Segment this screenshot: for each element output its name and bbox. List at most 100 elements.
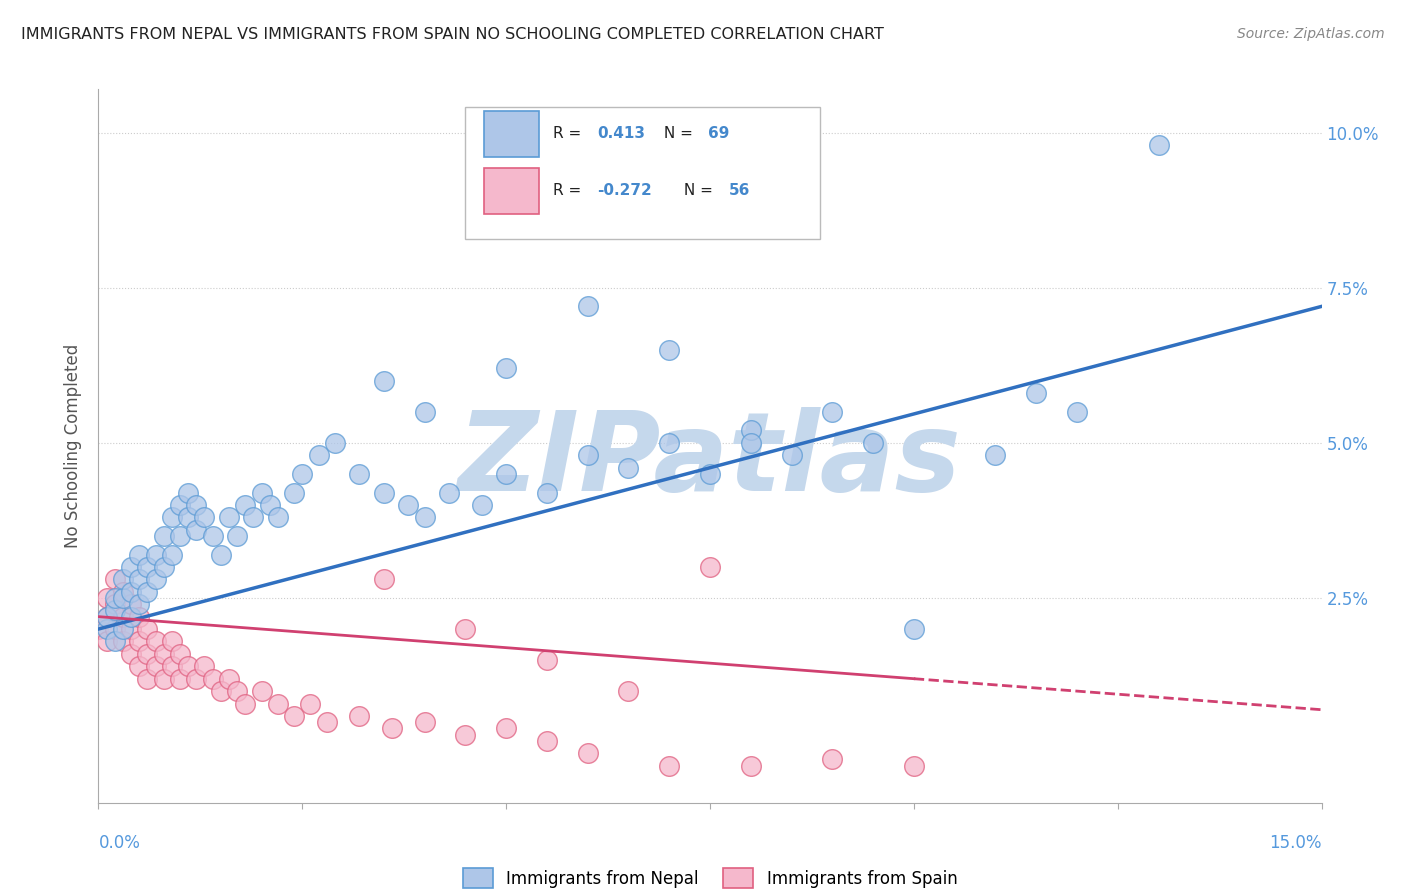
Point — [536, 485, 558, 500]
Point — [250, 485, 273, 500]
Point — [152, 529, 174, 543]
Text: R =: R = — [554, 183, 586, 198]
FancyBboxPatch shape — [484, 111, 538, 157]
Point — [267, 697, 290, 711]
Point — [186, 523, 208, 537]
Text: -0.272: -0.272 — [598, 183, 652, 198]
Point — [1066, 405, 1088, 419]
Point — [104, 634, 127, 648]
Point — [396, 498, 419, 512]
Point — [233, 697, 256, 711]
Point — [291, 467, 314, 481]
Point — [821, 752, 844, 766]
Point — [160, 659, 183, 673]
Point — [136, 560, 159, 574]
Point — [169, 498, 191, 512]
Point — [821, 405, 844, 419]
Point — [111, 634, 134, 648]
Text: 69: 69 — [707, 126, 728, 141]
Point — [283, 485, 305, 500]
Point — [780, 448, 803, 462]
Point — [186, 672, 208, 686]
Point — [740, 424, 762, 438]
Point — [96, 591, 118, 605]
Point — [177, 485, 200, 500]
Point — [454, 727, 477, 741]
Point — [120, 584, 142, 599]
Point — [536, 653, 558, 667]
Text: IMMIGRANTS FROM NEPAL VS IMMIGRANTS FROM SPAIN NO SCHOOLING COMPLETED CORRELATIO: IMMIGRANTS FROM NEPAL VS IMMIGRANTS FROM… — [21, 27, 884, 42]
Text: N =: N = — [679, 183, 718, 198]
Point — [111, 591, 134, 605]
Point — [283, 709, 305, 723]
Point — [145, 659, 167, 673]
Point — [87, 622, 110, 636]
Point — [984, 448, 1007, 462]
Point — [160, 510, 183, 524]
Point — [218, 672, 240, 686]
Point — [259, 498, 281, 512]
Point — [201, 672, 224, 686]
Point — [160, 634, 183, 648]
Point — [186, 498, 208, 512]
Point — [471, 498, 494, 512]
Point — [136, 647, 159, 661]
Point — [104, 622, 127, 636]
Point — [413, 510, 436, 524]
Point — [373, 573, 395, 587]
Point — [104, 597, 127, 611]
Point — [128, 634, 150, 648]
Point — [120, 622, 142, 636]
Point — [120, 609, 142, 624]
Point — [120, 597, 142, 611]
Point — [128, 659, 150, 673]
Point — [104, 591, 127, 605]
Point — [104, 573, 127, 587]
Point — [177, 659, 200, 673]
Point — [152, 560, 174, 574]
Point — [111, 584, 134, 599]
Point — [495, 722, 517, 736]
FancyBboxPatch shape — [484, 168, 538, 214]
Point — [226, 684, 249, 698]
Text: 15.0%: 15.0% — [1270, 834, 1322, 852]
Point — [617, 684, 640, 698]
Point — [169, 672, 191, 686]
Point — [209, 548, 232, 562]
Point — [177, 510, 200, 524]
Point — [111, 622, 134, 636]
Point — [699, 560, 721, 574]
Text: 0.0%: 0.0% — [98, 834, 141, 852]
Point — [120, 647, 142, 661]
Point — [349, 709, 371, 723]
Point — [209, 684, 232, 698]
Point — [1025, 386, 1047, 401]
Legend: Immigrants from Nepal, Immigrants from Spain: Immigrants from Nepal, Immigrants from S… — [456, 862, 965, 892]
Point — [576, 299, 599, 313]
Point — [136, 584, 159, 599]
Text: ZIPatlas: ZIPatlas — [458, 407, 962, 514]
Point — [96, 609, 118, 624]
Point — [193, 510, 215, 524]
Point — [152, 647, 174, 661]
Point — [658, 758, 681, 772]
Point — [201, 529, 224, 543]
Point — [349, 467, 371, 481]
Point — [120, 560, 142, 574]
Point — [381, 722, 404, 736]
Point — [576, 448, 599, 462]
Point — [373, 374, 395, 388]
Point — [145, 548, 167, 562]
Point — [250, 684, 273, 698]
Point — [373, 485, 395, 500]
Point — [454, 622, 477, 636]
Point — [903, 758, 925, 772]
Point — [169, 529, 191, 543]
Point — [658, 436, 681, 450]
Point — [267, 510, 290, 524]
Point — [437, 485, 460, 500]
Point — [617, 460, 640, 475]
Point — [145, 634, 167, 648]
Point — [193, 659, 215, 673]
Point — [226, 529, 249, 543]
